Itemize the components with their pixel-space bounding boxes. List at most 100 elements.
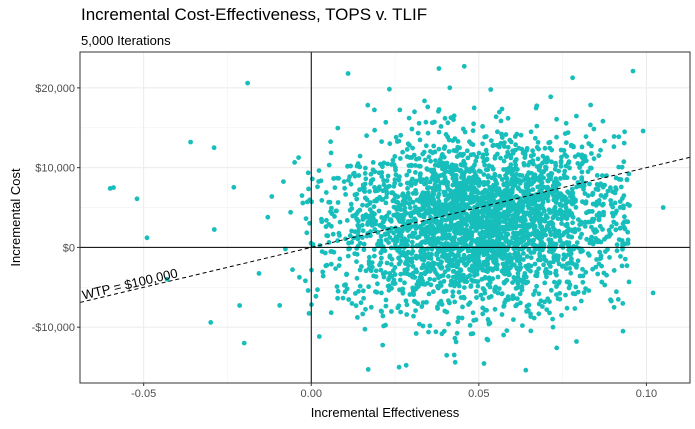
data-point — [589, 224, 594, 230]
data-point — [371, 204, 377, 210]
data-point — [406, 115, 412, 121]
data-point — [519, 287, 525, 293]
data-point — [613, 221, 619, 227]
data-point — [428, 158, 433, 164]
data-point — [461, 63, 467, 69]
data-point — [559, 312, 564, 318]
data-point — [531, 292, 536, 297]
data-point — [355, 235, 360, 241]
data-point — [467, 169, 473, 175]
data-point — [465, 155, 471, 161]
data-point — [328, 310, 334, 316]
data-point — [394, 199, 399, 205]
data-point — [485, 202, 491, 207]
data-point — [431, 196, 436, 202]
data-point — [535, 156, 541, 162]
data-point — [372, 211, 377, 217]
data-point — [444, 352, 450, 358]
data-point — [480, 154, 485, 160]
data-point — [460, 183, 466, 189]
data-point — [501, 219, 507, 224]
data-point — [483, 167, 489, 173]
data-point — [528, 129, 534, 135]
data-point — [387, 217, 393, 223]
data-point — [208, 320, 214, 325]
data-point — [335, 295, 340, 301]
data-point — [510, 293, 516, 299]
data-point — [397, 219, 403, 224]
data-point — [400, 290, 406, 296]
y-axis-ticks: -$10,000 $0 $10,000 $20,000 — [32, 83, 80, 334]
data-point — [619, 164, 625, 170]
data-point — [468, 141, 474, 147]
data-point — [465, 274, 471, 280]
data-point — [548, 94, 554, 100]
data-point — [452, 224, 458, 230]
data-point — [413, 191, 419, 196]
data-point — [326, 162, 332, 168]
data-point — [608, 298, 614, 304]
data-point — [623, 219, 629, 224]
data-point — [475, 283, 481, 289]
data-point — [375, 186, 381, 192]
data-point — [524, 309, 529, 314]
data-point — [427, 195, 433, 200]
data-point — [351, 235, 356, 241]
data-point — [372, 127, 377, 133]
data-point — [410, 230, 416, 236]
data-point — [357, 267, 363, 273]
data-point — [398, 271, 404, 277]
data-point — [480, 124, 485, 129]
data-point — [611, 304, 617, 310]
data-point — [483, 147, 489, 153]
data-point — [427, 276, 433, 282]
data-point — [518, 188, 524, 194]
data-point — [188, 139, 194, 145]
data-point — [559, 197, 565, 203]
data-point — [526, 193, 531, 198]
data-point — [552, 254, 557, 260]
data-point — [618, 225, 623, 231]
data-point — [530, 187, 536, 193]
data-point — [438, 219, 444, 225]
data-point — [497, 220, 502, 226]
data-point — [507, 181, 513, 187]
data-point — [458, 211, 463, 216]
data-point — [561, 148, 567, 153]
data-point — [481, 182, 487, 188]
data-point — [490, 193, 495, 199]
data-point — [515, 270, 521, 276]
data-point — [431, 208, 436, 214]
data-point — [349, 240, 355, 245]
data-point — [427, 323, 433, 329]
data-point — [460, 304, 465, 310]
data-point — [471, 121, 476, 127]
y-tick-label: $0 — [63, 242, 75, 254]
data-point — [379, 290, 384, 296]
data-point — [517, 261, 523, 267]
data-point — [621, 140, 627, 146]
data-point — [423, 227, 429, 233]
data-point — [446, 205, 452, 211]
data-point — [574, 339, 579, 344]
data-point — [528, 182, 534, 187]
data-point — [439, 163, 444, 169]
data-point — [485, 317, 491, 322]
data-point — [513, 220, 519, 225]
data-point — [445, 232, 451, 238]
data-point — [398, 233, 403, 239]
data-point — [526, 247, 532, 253]
data-point — [416, 156, 422, 161]
data-point — [551, 214, 557, 219]
data-point — [583, 286, 588, 291]
data-point — [431, 242, 437, 248]
data-point — [602, 195, 607, 200]
data-point — [489, 164, 495, 170]
data-point — [556, 194, 562, 200]
data-point — [561, 172, 567, 178]
data-point — [324, 262, 330, 268]
data-point — [476, 238, 482, 244]
data-point — [489, 175, 495, 181]
data-point — [405, 186, 410, 191]
data-point — [620, 328, 626, 334]
